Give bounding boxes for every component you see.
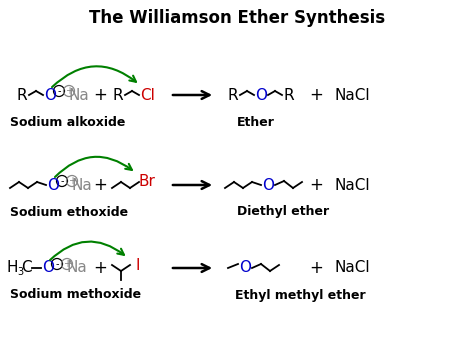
- Text: +: +: [68, 176, 76, 186]
- Text: -: -: [57, 86, 61, 96]
- Text: O: O: [44, 88, 56, 102]
- Text: +: +: [93, 259, 107, 277]
- Text: Na: Na: [72, 177, 92, 192]
- Text: 3: 3: [17, 267, 23, 277]
- Text: O: O: [239, 261, 251, 275]
- Text: -: -: [55, 259, 59, 269]
- Text: Sodium alkoxide: Sodium alkoxide: [10, 117, 126, 129]
- Text: Br: Br: [138, 174, 155, 190]
- Text: -: -: [60, 176, 64, 186]
- Text: Ether: Ether: [237, 117, 275, 129]
- Text: NaCl: NaCl: [334, 88, 370, 102]
- Text: R: R: [283, 88, 294, 102]
- Text: +: +: [309, 176, 323, 194]
- Text: Sodium ethoxide: Sodium ethoxide: [10, 206, 128, 219]
- Text: R: R: [17, 88, 27, 102]
- Text: Na: Na: [69, 88, 90, 102]
- Text: C: C: [21, 261, 31, 275]
- Text: NaCl: NaCl: [334, 261, 370, 275]
- Text: +: +: [309, 259, 323, 277]
- Text: H: H: [6, 261, 18, 275]
- Text: Ethyl methyl ether: Ethyl methyl ether: [235, 289, 365, 301]
- Text: Na: Na: [67, 261, 87, 275]
- Text: Diethyl ether: Diethyl ether: [237, 206, 329, 219]
- Text: O: O: [262, 177, 274, 192]
- Text: The Williamson Ether Synthesis: The Williamson Ether Synthesis: [89, 9, 385, 27]
- Text: +: +: [63, 259, 71, 269]
- Text: Cl: Cl: [141, 88, 155, 102]
- Text: R: R: [228, 88, 238, 102]
- Text: O: O: [47, 177, 59, 192]
- Text: R: R: [113, 88, 123, 102]
- Text: I: I: [136, 257, 140, 273]
- Text: +: +: [65, 86, 73, 96]
- Text: NaCl: NaCl: [334, 177, 370, 192]
- Text: +: +: [93, 176, 107, 194]
- Text: +: +: [93, 86, 107, 104]
- Text: Sodium methoxide: Sodium methoxide: [10, 289, 141, 301]
- Text: O: O: [255, 88, 267, 102]
- Text: +: +: [309, 86, 323, 104]
- Text: O: O: [42, 261, 54, 275]
